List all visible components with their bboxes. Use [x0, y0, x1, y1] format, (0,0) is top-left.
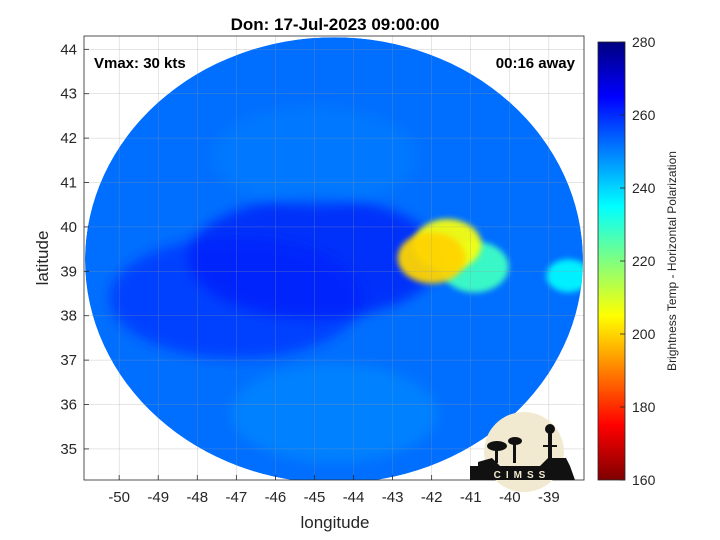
y-tick-label: 38 — [60, 308, 77, 325]
colorbar-tick-label: 200 — [632, 326, 656, 342]
y-tick-label: 37 — [60, 352, 77, 369]
y-tick-label: 43 — [60, 86, 77, 103]
y-tick-label: 35 — [60, 441, 77, 458]
feature-band-south — [230, 363, 438, 463]
y-tick-label: 44 — [60, 41, 77, 58]
x-axis-label: longitude — [300, 513, 369, 532]
x-tick-label: -46 — [265, 489, 287, 506]
chart-title: Don: 17-Jul-2023 09:00:00 — [231, 15, 440, 34]
y-tick-label: 39 — [60, 263, 77, 280]
y-axis-label: latitude — [33, 231, 52, 286]
x-tick-label: -41 — [460, 489, 482, 506]
colorbar-tick-label: 280 — [632, 34, 656, 50]
x-tick-label: -50 — [108, 489, 130, 506]
x-tick-label: -39 — [538, 489, 560, 506]
time-offset-annotation: 00:16 away — [496, 55, 576, 72]
y-tick-label: 40 — [60, 219, 77, 236]
colorbar-tick-label: 180 — [632, 399, 656, 415]
x-tick-label: -49 — [147, 489, 169, 506]
x-tick-label: -45 — [304, 489, 326, 506]
y-tick-label: 42 — [60, 130, 77, 147]
cimss-logo-text: CIMSS — [494, 470, 551, 481]
x-tick-label: -43 — [382, 489, 404, 506]
vmax-annotation: Vmax: 30 kts — [94, 55, 186, 72]
colorbar-tick-label: 220 — [632, 253, 656, 269]
plot-frame — [83, 35, 585, 481]
colorbar-tick-label: 240 — [632, 180, 656, 196]
colorbar-tick-label: 160 — [632, 472, 656, 488]
y-tick-label: 41 — [60, 175, 77, 192]
x-tick-label: -44 — [343, 489, 365, 506]
y-tick-label: 36 — [60, 397, 77, 414]
x-tick-label: -47 — [226, 489, 248, 506]
x-tick-label: -42 — [421, 489, 443, 506]
feature-cold-spot-edge — [546, 259, 583, 293]
colorbar-label: Brightness Temp - Horizontal Polarizatio… — [665, 151, 679, 371]
colorbar-tick-label: 260 — [632, 107, 656, 123]
x-tick-label: -40 — [499, 489, 521, 506]
x-tick-label: -48 — [186, 489, 208, 506]
cimss-logo: CIMSS — [470, 412, 575, 492]
